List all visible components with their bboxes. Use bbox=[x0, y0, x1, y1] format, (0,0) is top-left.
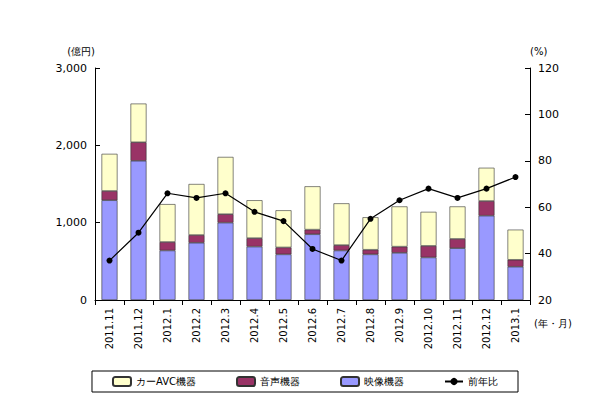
svg-text:100: 100 bbox=[538, 108, 559, 121]
svg-text:20: 20 bbox=[538, 294, 552, 307]
svg-text:1,000: 1,000 bbox=[56, 216, 88, 229]
svg-text:(億円): (億円) bbox=[67, 46, 95, 57]
svg-text:0: 0 bbox=[80, 294, 87, 307]
svg-text:映像機器: 映像機器 bbox=[364, 376, 404, 387]
svg-text:2012.2: 2012.2 bbox=[191, 308, 202, 343]
svg-text:2012.6: 2012.6 bbox=[307, 308, 318, 343]
svg-text:2012.7: 2012.7 bbox=[336, 308, 347, 343]
svg-text:2013.1: 2013.1 bbox=[510, 308, 521, 343]
svg-text:2012.11: 2012.11 bbox=[452, 308, 463, 349]
svg-text:2012.3: 2012.3 bbox=[220, 308, 231, 343]
svg-text:2,000: 2,000 bbox=[56, 139, 88, 152]
svg-text:カーAVC機器: カーAVC機器 bbox=[136, 376, 196, 387]
svg-text:2012.5: 2012.5 bbox=[278, 308, 289, 343]
svg-text:(%): (%) bbox=[530, 46, 547, 57]
svg-text:前年比: 前年比 bbox=[468, 376, 498, 387]
svg-text:2012.1: 2012.1 bbox=[162, 308, 173, 343]
svg-text:40: 40 bbox=[538, 247, 552, 260]
svg-text:2012.12: 2012.12 bbox=[481, 308, 492, 349]
svg-text:2012.4: 2012.4 bbox=[249, 308, 260, 343]
svg-text:2012.8: 2012.8 bbox=[365, 308, 376, 343]
svg-text:2011.12: 2011.12 bbox=[133, 308, 144, 349]
svg-text:3,000: 3,000 bbox=[56, 62, 88, 75]
svg-text:2011.11: 2011.11 bbox=[104, 308, 115, 349]
svg-text:2012.9: 2012.9 bbox=[394, 308, 405, 343]
svg-text:2012.10: 2012.10 bbox=[423, 308, 434, 349]
svg-text:60: 60 bbox=[538, 201, 552, 214]
svg-text:80: 80 bbox=[538, 154, 552, 167]
svg-text:120: 120 bbox=[538, 62, 559, 75]
svg-text:(年・月): (年・月) bbox=[534, 318, 572, 329]
svg-text:音声機器: 音声機器 bbox=[260, 376, 300, 387]
